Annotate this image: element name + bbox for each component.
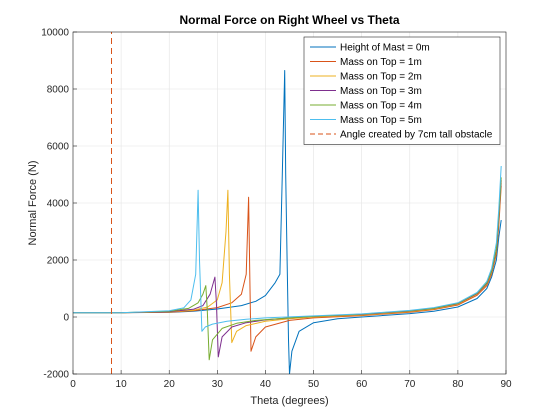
x-tick-label: 10 — [116, 379, 128, 390]
legend-entry: Mass on Top = 1m — [340, 57, 422, 68]
y-tick-label: 8000 — [47, 85, 70, 96]
y-tick-label: 10000 — [41, 28, 69, 39]
legend-entry: Mass on Top = 2m — [340, 72, 422, 83]
y-tick-label: -2000 — [43, 370, 69, 381]
legend-entry: Mass on Top = 4m — [340, 101, 422, 112]
x-tick-label: 90 — [500, 379, 512, 390]
chart-title: Normal Force on Right Wheel vs Theta — [179, 13, 399, 27]
x-tick-label: 0 — [70, 379, 76, 390]
legend-entry: Mass on Top = 5m — [340, 115, 422, 126]
x-tick-label: 40 — [260, 379, 272, 390]
series-line-1 — [73, 70, 502, 374]
x-tick-label: 60 — [356, 379, 368, 390]
x-tick-label: 30 — [212, 379, 224, 390]
x-tick-label: 80 — [452, 379, 464, 390]
y-tick-label: 6000 — [47, 142, 70, 153]
legend-entry: Angle created by 7cm tall obstacle — [340, 130, 493, 141]
legend-box — [303, 36, 501, 145]
ticks: 0 10 20 30 40 50 60 70 80 90-20000200040006000800… — [41, 28, 512, 391]
series-line-2 — [73, 185, 502, 352]
series-line-5 — [73, 177, 502, 361]
x-tick-label: 50 — [308, 379, 320, 390]
y-tick-label: 0 — [63, 313, 69, 324]
legend-entry: Mass on Top = 3m — [340, 86, 422, 97]
x-tick-label: 20 — [164, 379, 176, 390]
y-tick-label: 4000 — [47, 199, 70, 210]
legend-entry: Height of Mast = 0m — [340, 43, 430, 54]
series-layer — [73, 32, 502, 374]
series-line-6 — [73, 165, 502, 332]
y-axis-label: Normal Force (N) — [27, 161, 39, 246]
legend: Height of Mast = 0m Mass on Top = 1m Mass … — [303, 36, 501, 145]
x-tick-label: 70 — [404, 379, 416, 390]
x-axis-label: Theta (degrees) — [250, 395, 328, 407]
y-tick-label: 2000 — [47, 256, 70, 267]
series-line-3 — [73, 182, 502, 344]
